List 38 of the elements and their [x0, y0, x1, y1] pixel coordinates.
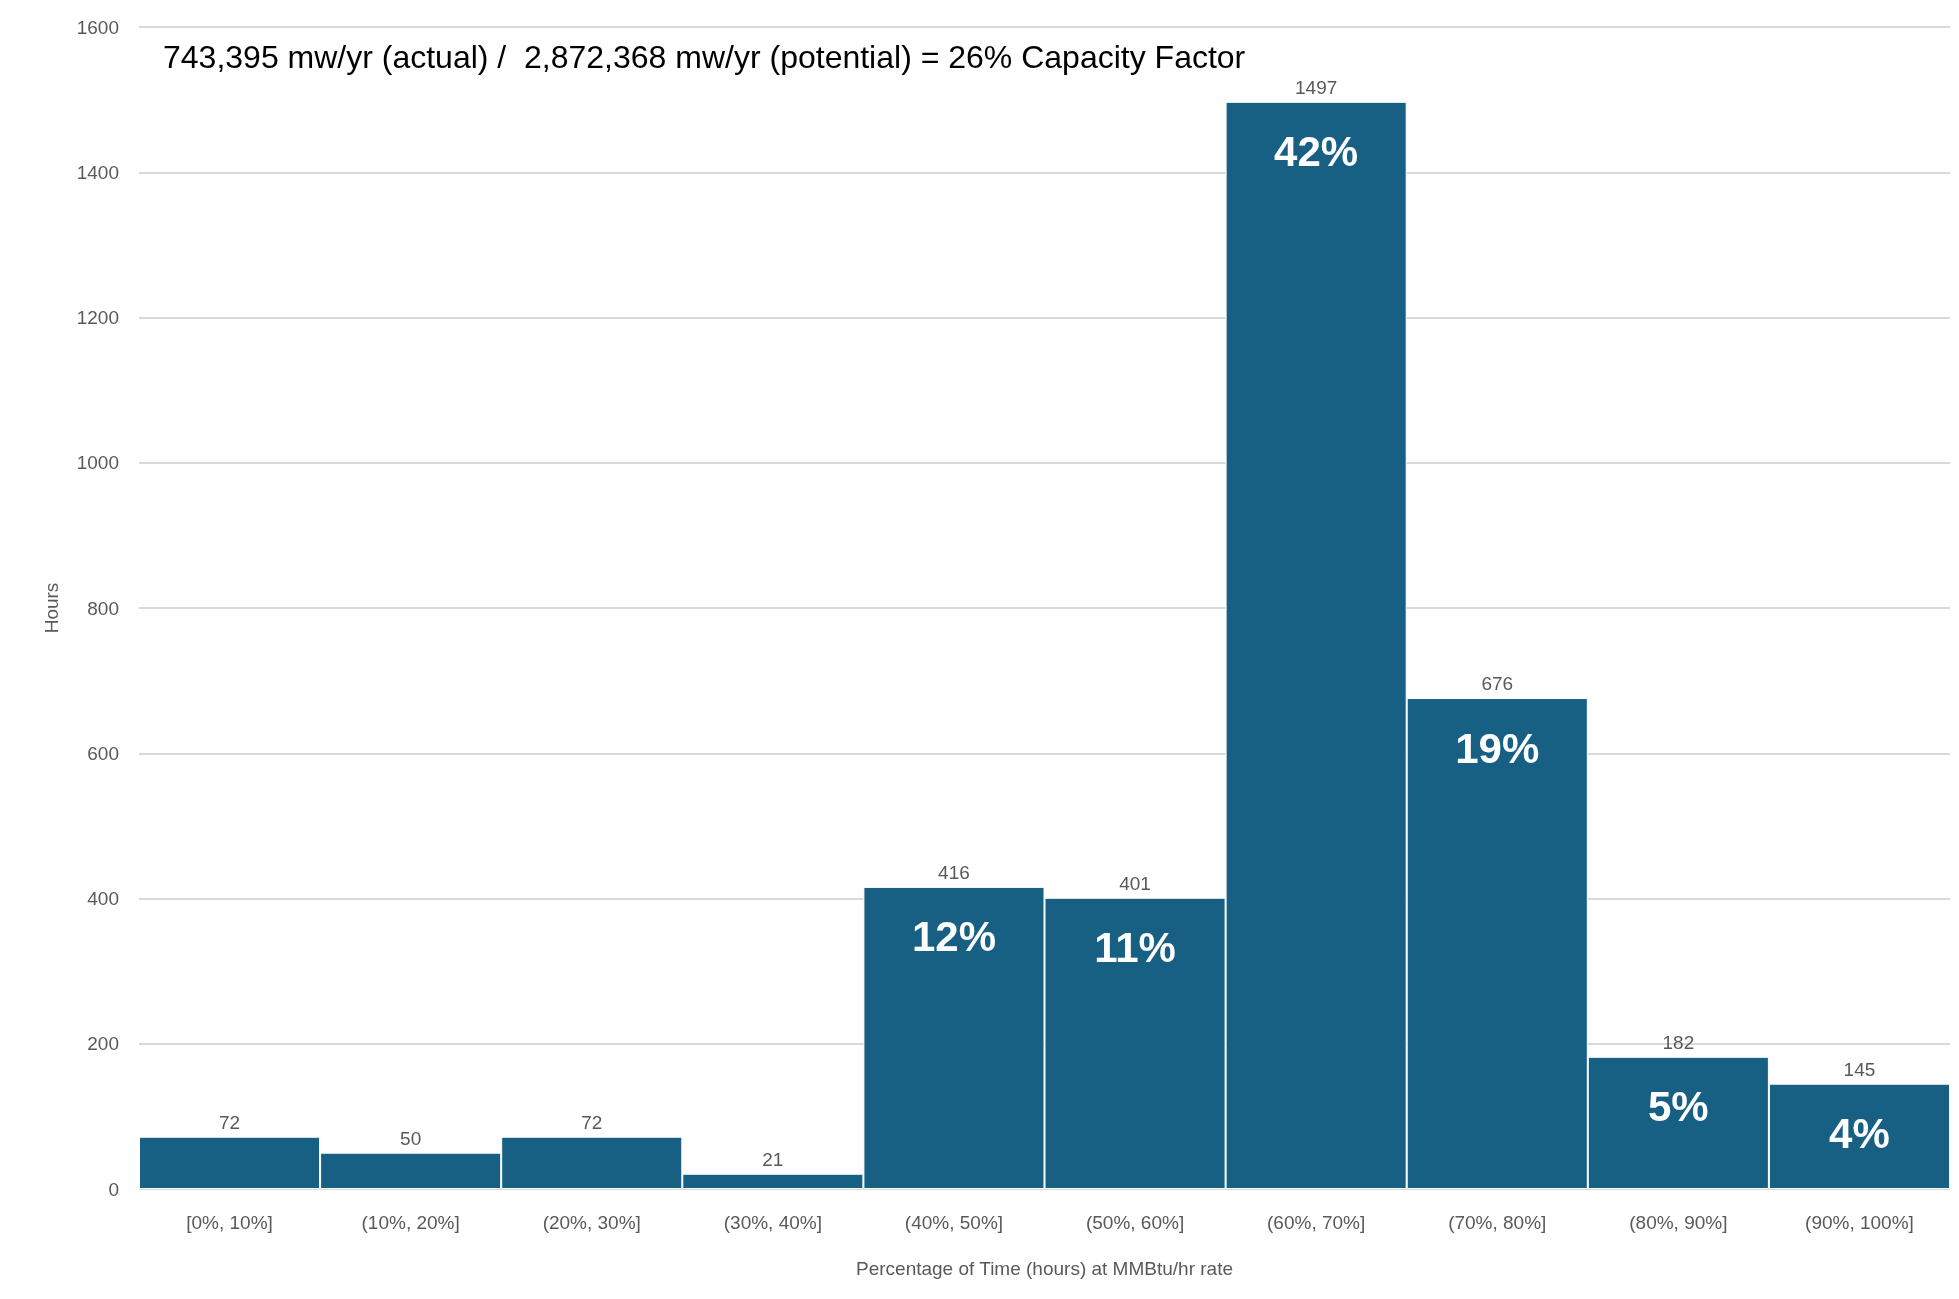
y-tick-label: 200 [87, 1033, 119, 1055]
data-label: 72 [218, 1111, 241, 1133]
annotation: 5% [1648, 1083, 1709, 1131]
data-label: 145 [1843, 1058, 1876, 1080]
y-tick-label: 600 [87, 742, 119, 764]
x-tick-label: (70%, 80%] [1448, 1212, 1547, 1233]
data-label: 182 [1662, 1031, 1695, 1053]
y-axis-title: Hours [41, 582, 62, 634]
x-tick-label: [0%, 10%] [186, 1212, 273, 1233]
x-tick-label: (10%, 20%] [361, 1212, 460, 1233]
x-tick-label: (20%, 30%] [542, 1212, 641, 1233]
data-label: 676 [1481, 673, 1514, 695]
data-label: 50 [400, 1127, 422, 1149]
x-tick-label: (30%, 40%] [723, 1212, 822, 1233]
y-tick-label: 400 [87, 888, 119, 909]
annotation: 42% [1274, 128, 1359, 176]
data-label: 401 [1119, 872, 1151, 894]
data-label: 416 [938, 861, 970, 883]
x-tick-label: (50%, 60%] [1085, 1212, 1185, 1233]
y-tick-label: 1000 [76, 452, 119, 474]
x-tick-label: (60%, 70%] [1267, 1212, 1366, 1233]
x-tick-label: (40%, 50%] [904, 1212, 1004, 1233]
x-axis-title: Percentage of Time (hours) at MMBtu/hr rate [856, 1258, 1233, 1279]
annotation: 11% [1094, 924, 1176, 972]
y-tick-label: 1400 [76, 161, 119, 183]
data-label: 21 [762, 1148, 784, 1170]
chart-title: 743,395 mw/yr (actual) / 2,872,368 mw/yr (potential) = 26% Capacity Factor [163, 39, 1246, 75]
annotation: 19% [1455, 724, 1540, 772]
x-tick-label: (90%, 100%] [1805, 1212, 1914, 1233]
y-tick-label: 1200 [76, 307, 119, 328]
y-tick-label: 0 [108, 1178, 119, 1200]
annotation: 4% [1829, 1110, 1890, 1158]
data-label: 72 [581, 1111, 603, 1133]
annotation: 12% [911, 913, 996, 961]
y-tick-label: 1600 [76, 16, 119, 38]
x-tick-label: (80%, 90%] [1629, 1212, 1728, 1233]
data-label: 1497 [1295, 76, 1338, 98]
y-tick-label: 800 [87, 597, 119, 619]
